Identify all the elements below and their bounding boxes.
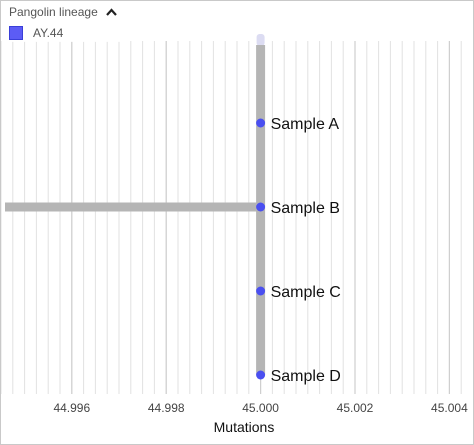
tip-label[interactable]: Sample C	[271, 284, 341, 301]
tip-node[interactable]	[256, 286, 266, 296]
tip-node[interactable]	[256, 202, 266, 212]
tip-node[interactable]	[256, 118, 266, 128]
x-tick-label: 44.998	[148, 401, 185, 415]
tip-label[interactable]: Sample B	[271, 200, 340, 217]
chevron-up-icon[interactable]	[105, 8, 117, 16]
legend-item[interactable]: AY.44	[9, 26, 117, 40]
tip-node[interactable]	[256, 370, 266, 380]
tip-label[interactable]: Sample A	[271, 116, 340, 133]
x-tick-label: 44.996	[53, 401, 90, 415]
legend-item-label: AY.44	[33, 26, 64, 40]
tip-label[interactable]: Sample D	[271, 368, 341, 385]
legend-title: Pangolin lineage	[9, 5, 98, 19]
legend-swatch	[9, 26, 23, 40]
legend: Pangolin lineage AY.44	[8, 4, 120, 42]
x-axis-title: Mutations	[214, 419, 275, 435]
root-stub	[256, 34, 265, 46]
x-tick-label: 45.004	[431, 401, 468, 415]
x-tick-label: 45.000	[242, 401, 279, 415]
legend-header[interactable]: Pangolin lineage	[9, 4, 117, 20]
x-tick-label: 45.002	[337, 401, 374, 415]
